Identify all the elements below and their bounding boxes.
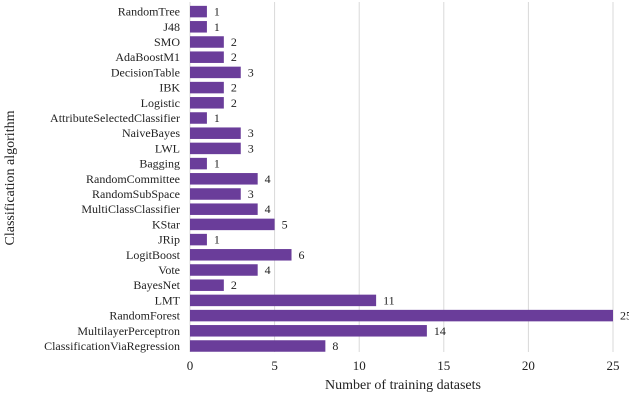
category-label: Vote <box>158 263 180 277</box>
category-label: AdaBoostM1 <box>115 50 180 64</box>
value-label: 3 <box>248 126 254 140</box>
x-tick-label: 10 <box>353 358 366 373</box>
category-label: BayesNet <box>133 278 180 292</box>
value-label: 6 <box>299 248 305 262</box>
value-label: 2 <box>231 50 237 64</box>
value-label: 25 <box>620 309 629 323</box>
category-label: AttributeSelectedClassifier <box>50 111 180 125</box>
bar <box>190 233 207 246</box>
category-label: LWL <box>155 141 180 155</box>
x-tick-label: 5 <box>271 358 278 373</box>
value-label: 1 <box>214 111 220 125</box>
bar <box>190 325 427 337</box>
bar <box>190 21 207 33</box>
value-label: 1 <box>214 157 220 171</box>
bar <box>190 127 241 139</box>
value-label: 2 <box>231 81 237 95</box>
bar <box>190 218 275 231</box>
bar <box>190 264 258 276</box>
x-tick-labels: 0 5 10 15 20 25 <box>187 358 620 373</box>
value-label: 2 <box>231 278 237 292</box>
y-axis-title: Classification algorithm <box>3 110 18 245</box>
value-label: 4 <box>265 202 271 216</box>
value-label: 5 <box>282 217 288 231</box>
x-tick-label: 0 <box>187 358 194 373</box>
value-label: 4 <box>265 263 271 277</box>
x-tick-label: 15 <box>437 358 450 373</box>
x-tick-label: 25 <box>607 358 620 373</box>
grid-lines <box>189 2 614 352</box>
x-tick-label: 20 <box>522 358 535 373</box>
bar <box>190 36 224 48</box>
category-label: IBK <box>159 81 180 95</box>
category-label: RandomTree <box>118 5 180 19</box>
bar <box>190 157 207 170</box>
category-label: LogitBoost <box>126 248 181 262</box>
bar <box>190 203 258 215</box>
value-label: 2 <box>231 35 237 49</box>
value-label: 3 <box>248 65 254 79</box>
category-label: MultiClassClassifier <box>81 202 180 216</box>
bar <box>190 309 613 322</box>
bar <box>190 142 241 155</box>
value-label: 1 <box>214 20 220 34</box>
bar <box>190 5 207 18</box>
value-label: 4 <box>265 172 271 186</box>
bar <box>190 279 224 291</box>
value-label: 2 <box>231 96 237 110</box>
bar <box>190 51 224 63</box>
category-label: NaiveBayes <box>122 126 180 140</box>
category-label: KStar <box>152 217 180 231</box>
category-label: SMO <box>154 35 180 49</box>
value-label: 8 <box>332 339 338 353</box>
value-label: 1 <box>214 5 220 19</box>
bar <box>190 112 207 124</box>
value-label: 11 <box>383 293 395 307</box>
bar <box>190 249 292 261</box>
value-label: 3 <box>248 187 254 201</box>
bar <box>190 188 241 200</box>
category-label: MultilayerPerceptron <box>77 324 180 338</box>
bar <box>190 81 224 94</box>
category-label: DecisionTable <box>111 65 180 79</box>
category-label: LMT <box>155 293 181 307</box>
x-axis-title: Number of training datasets <box>325 378 481 393</box>
bar <box>190 66 241 79</box>
bar <box>190 97 224 109</box>
value-label: 14 <box>434 324 446 338</box>
category-label: RandomCommittee <box>86 172 180 186</box>
bar <box>190 173 258 185</box>
bar <box>190 294 377 307</box>
category-label: J48 <box>163 20 180 34</box>
bar <box>190 340 326 352</box>
bars <box>190 5 613 352</box>
value-label: 1 <box>214 233 220 247</box>
category-label: RandomForest <box>109 309 180 323</box>
category-label: JRip <box>158 233 180 247</box>
value-label: 3 <box>248 141 254 155</box>
category-label: Logistic <box>141 96 180 110</box>
category-label: ClassificationViaRegression <box>44 339 180 353</box>
category-label: RandomSubSpace <box>92 187 180 201</box>
category-label: Bagging <box>139 157 180 171</box>
